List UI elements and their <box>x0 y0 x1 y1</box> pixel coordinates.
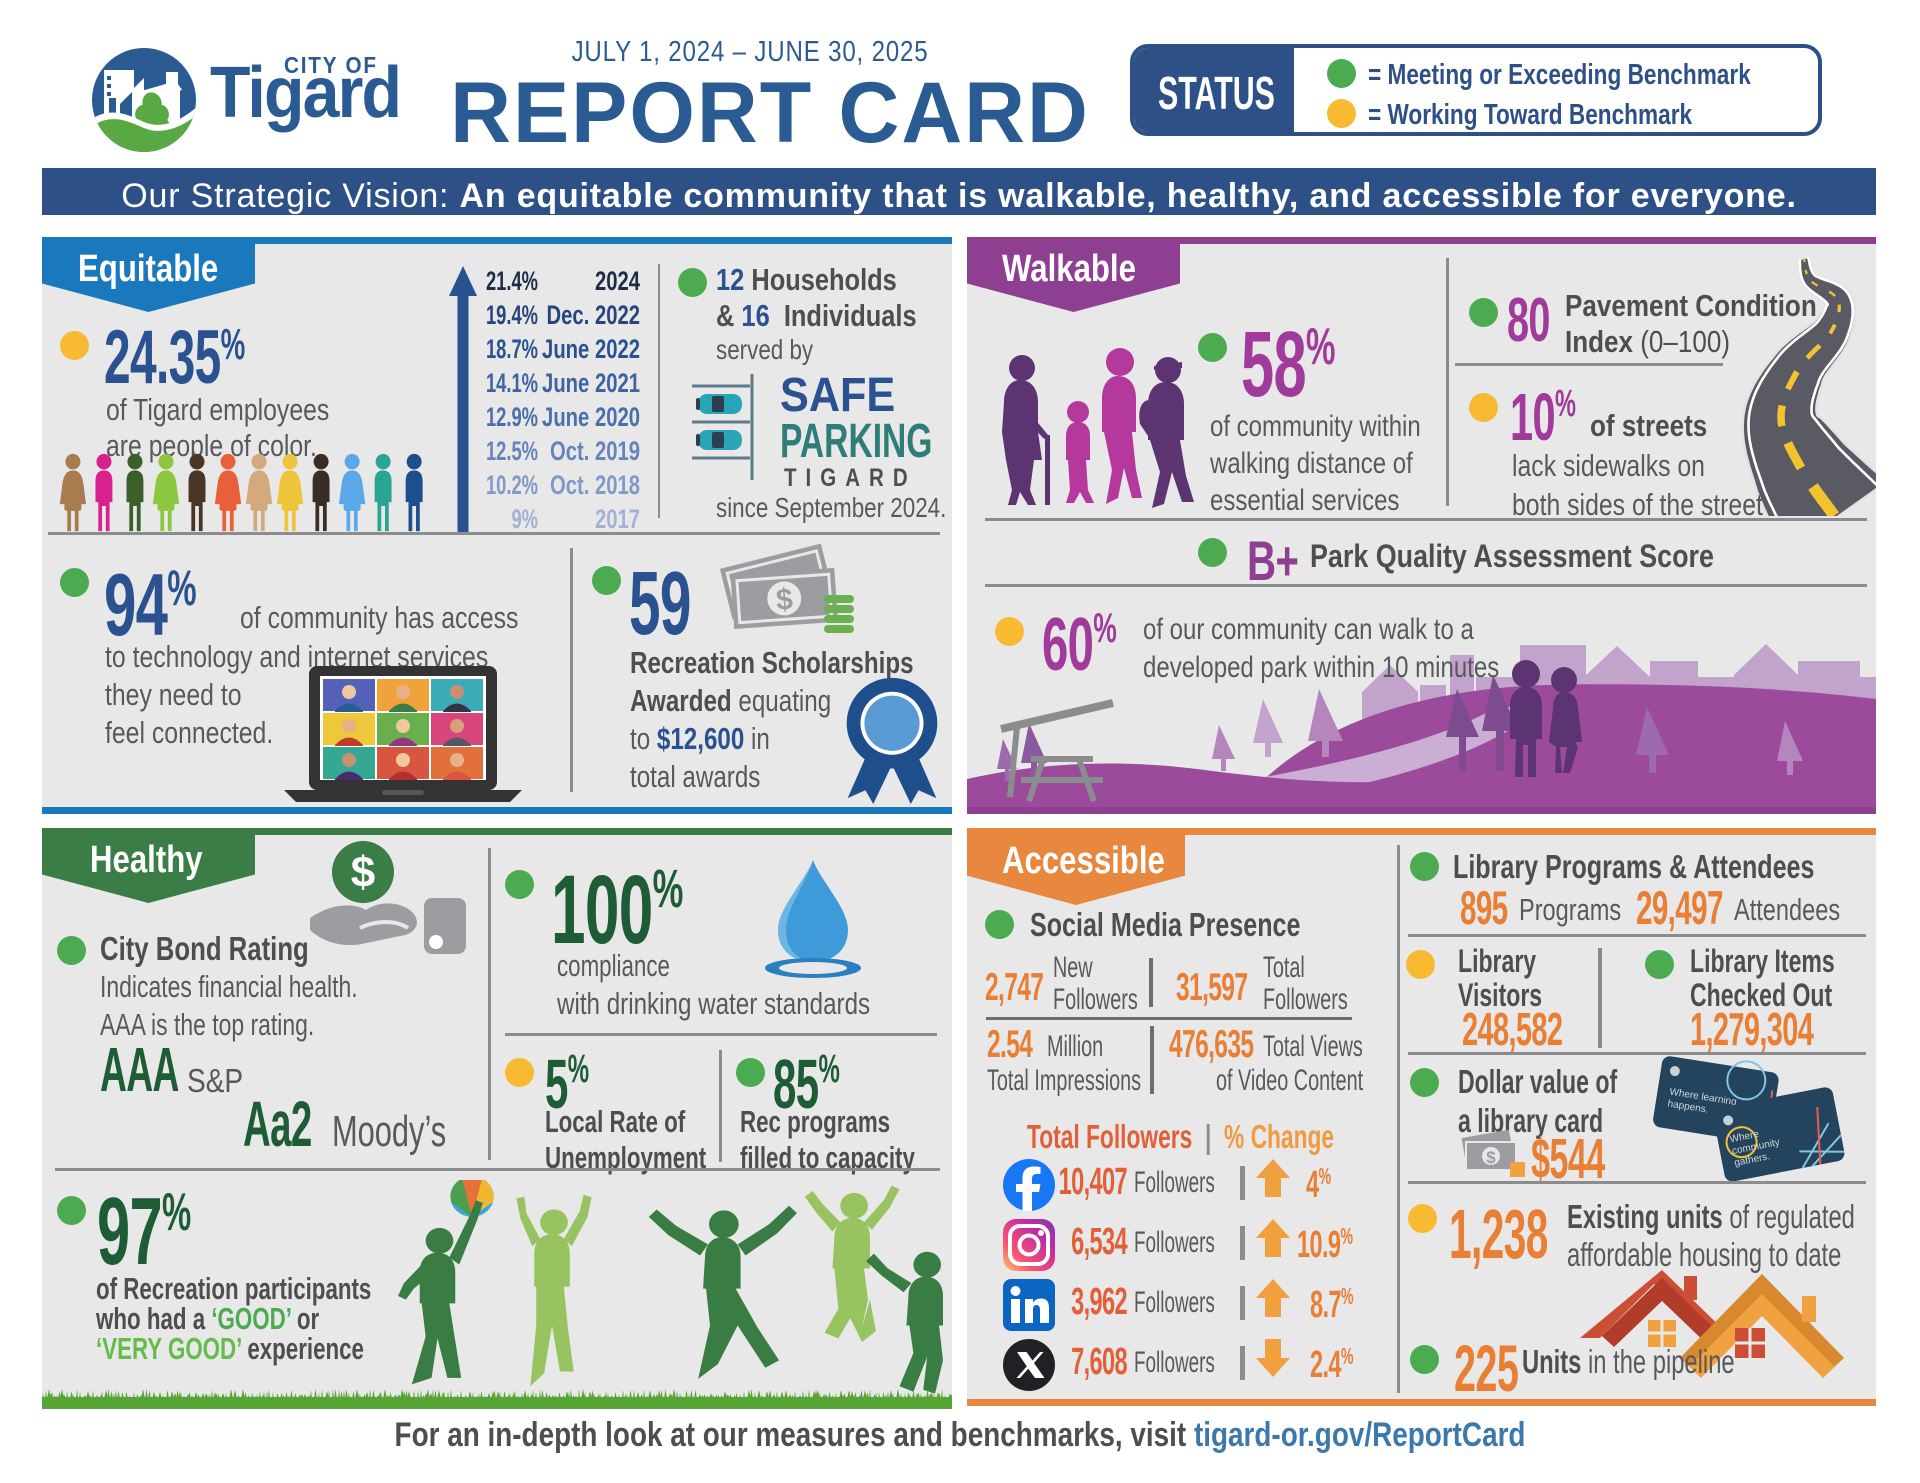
svg-text:$: $ <box>1486 1148 1496 1167</box>
svg-text:$: $ <box>351 848 375 897</box>
svg-text:$: $ <box>775 583 794 617</box>
